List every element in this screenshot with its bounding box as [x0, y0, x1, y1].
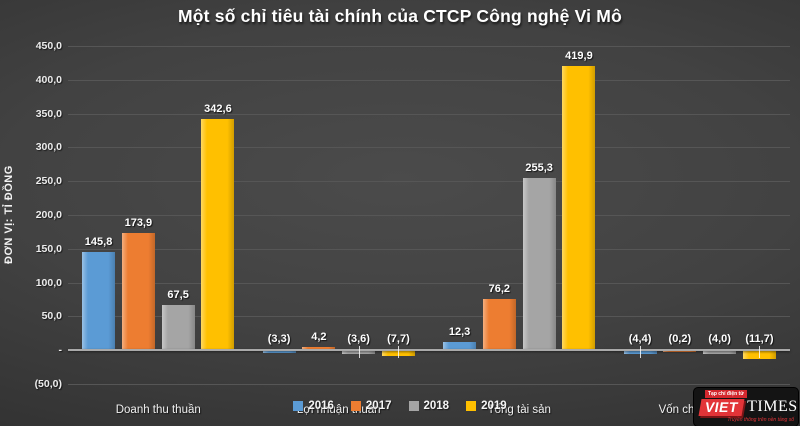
y-tick-label: - [58, 344, 63, 357]
logo-chip-label: Tạp chí điện tử [705, 390, 747, 398]
y-tick-label: 250,0 [35, 175, 62, 188]
legend-item-2017: 2017 [350, 400, 392, 412]
viettimes-logo: Tạp chí điện tử VIET TIMES Truyền thông … [694, 388, 798, 426]
bar-2017-tong-tai-san [482, 298, 516, 351]
bar-2016-doanh-thu-thuan [82, 251, 116, 351]
bar-2017-loi-nhuan-thuan [302, 347, 336, 351]
label-leader-line [759, 346, 761, 359]
legend: 2016 2017 2018 2019 [0, 400, 800, 412]
legend-label-2017: 2017 [365, 400, 392, 412]
gridline [68, 215, 790, 216]
y-tick-label: 200,0 [35, 209, 62, 221]
plot-area: Doanh thu thuần 145,8 173,9 67,5 342,6 Lợi nh… [68, 46, 790, 416]
gridline [68, 147, 790, 149]
legend-swatch-2017 [350, 401, 361, 411]
bar-2018-tong-tai-san [522, 177, 556, 351]
gridline [68, 46, 790, 47]
gridline [68, 79, 790, 81]
value-label-2019-loi-nhuan-thuan: (7,7) [387, 333, 410, 346]
y-tick-label: 50,0 [41, 310, 62, 323]
gridline [68, 113, 790, 115]
value-label-2017-von-chu-so-huu: (0,2) [668, 333, 692, 346]
y-tick-label: 450,0 [35, 40, 62, 52]
value-label-2018-von-chu-so-huu: (4,0) [708, 333, 731, 346]
legend-item-2016: 2016 [293, 400, 334, 412]
bar-2019-tong-tai-san [562, 66, 596, 351]
label-leader-line [398, 346, 400, 359]
category-label-doanh-thu-thuan: Doanh thu thuần [115, 404, 201, 416]
legend-label-2019: 2019 [481, 400, 507, 412]
y-tick-label: 400,0 [35, 73, 62, 86]
logo-tagline: Truyền thông trên nền tảng số [727, 417, 794, 423]
y-tick-label: 300,0 [35, 141, 62, 154]
label-leader-line [358, 346, 360, 359]
bar-2018-von-chu-so-huu [703, 351, 737, 354]
logo-viet-text: VIET [698, 398, 745, 416]
value-label-2019-doanh-thu-thuan: 342,6 [204, 102, 232, 115]
y-tick-label: 150,0 [35, 242, 62, 255]
value-label-2016-tong-tai-san: 12,3 [448, 325, 471, 338]
value-label-2017-loi-nhuan-thuan: 4,2 [311, 331, 327, 344]
value-label-2018-tong-tai-san: 255,3 [525, 161, 553, 174]
bar-2017-doanh-thu-thuan [121, 232, 155, 351]
value-label-2018-doanh-thu-thuan: 67,5 [167, 288, 189, 301]
legend-swatch-2016 [293, 401, 304, 411]
legend-label-2018: 2018 [423, 400, 450, 412]
bar-2016-tong-tai-san [443, 341, 477, 351]
bar-2019-doanh-thu-thuan [201, 118, 235, 351]
bar-2016-loi-nhuan-thuan [262, 351, 296, 354]
gridline [68, 248, 790, 250]
y-tick-label: 100,0 [35, 276, 62, 289]
gridline [68, 282, 790, 284]
legend-swatch-2018 [408, 401, 419, 411]
gridline [68, 181, 790, 183]
y-tick-label: (50,0) [34, 378, 62, 390]
value-label-2016-von-chu-so-huu: (4,4) [628, 333, 652, 346]
legend-swatch-2019 [466, 401, 477, 411]
value-label-2018-loi-nhuan-thuan: (3,6) [347, 333, 370, 346]
bar-2018-doanh-thu-thuan [161, 304, 195, 351]
value-label-2017-doanh-thu-thuan: 173,9 [124, 216, 153, 229]
bar-2017-von-chu-so-huu [663, 351, 697, 353]
legend-item-2019: 2019 [466, 400, 507, 412]
gridline [68, 316, 790, 318]
value-label-2017-tong-tai-san: 76,2 [488, 282, 511, 295]
label-leader-line [640, 346, 642, 359]
category-label-tong-tai-san: Tổng tài sản [487, 404, 551, 416]
logo-wordmark: VIET TIMES [698, 398, 798, 416]
value-label-2019-von-chu-so-huu: (11,7) [745, 333, 774, 346]
value-label-2016-loi-nhuan-thuan: (3,3) [267, 333, 291, 346]
logo-times-text: TIMES [747, 398, 798, 415]
legend-label-2016: 2016 [308, 400, 334, 412]
x-axis-line [68, 349, 790, 352]
chart-title: Một số chỉ tiêu tài chính của CTCP Công … [178, 6, 622, 26]
value-label-2016-doanh-thu-thuan: 145,8 [84, 235, 113, 248]
y-tick-label: 350,0 [35, 107, 62, 120]
gridline [68, 384, 790, 385]
value-label-2019-tong-tai-san: 419,9 [565, 50, 593, 63]
legend-item-2018: 2018 [408, 400, 450, 412]
